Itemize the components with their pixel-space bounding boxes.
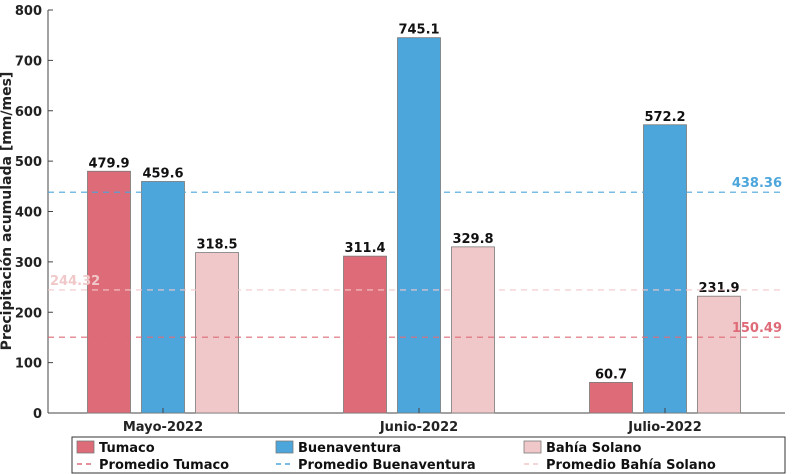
- bar-value-label: 479.9: [88, 156, 129, 171]
- bar-bah-a-solano-3: [697, 295, 741, 414]
- average-label: 150.49: [732, 321, 782, 336]
- bar-tumaco-3: [589, 382, 633, 414]
- legend-label: Promedio Buenaventura: [298, 458, 476, 473]
- bar-value-label: 318.5: [196, 238, 237, 253]
- bar-value-label: 572.2: [644, 110, 685, 125]
- y-axis-label: Precipitación acumulada [mm/mes]: [0, 72, 15, 351]
- bar-bah-a-solano-1: [195, 252, 239, 414]
- bar-tumaco-1: [87, 170, 131, 414]
- legend-label: Tumaco: [99, 441, 155, 456]
- bar-value-label: 311.4: [344, 241, 385, 256]
- bar-value-label: 745.1: [398, 23, 439, 38]
- bar-buenaventura-2: [397, 37, 441, 414]
- legend-label: Buenaventura: [298, 441, 401, 456]
- y-tick-label: 100: [15, 357, 42, 372]
- legend-box: [71, 436, 786, 474]
- y-tick-label: 500: [15, 155, 42, 170]
- legend-swatch: [523, 440, 542, 454]
- y-tick-label: 600: [15, 105, 42, 120]
- y-tick-label: 800: [15, 4, 42, 19]
- bar-value-label: 459.6: [142, 166, 183, 181]
- y-tick-label: 400: [15, 206, 42, 221]
- bar-buenaventura-1: [141, 181, 185, 414]
- y-tick-label: 700: [15, 54, 42, 69]
- legend-swatch: [275, 440, 294, 454]
- y-tick-label: 300: [15, 256, 42, 271]
- bar-value-label: 329.8: [452, 232, 493, 247]
- bar-tumaco-2: [343, 255, 387, 414]
- bar-buenaventura-3: [643, 124, 687, 414]
- average-label: 438.36: [732, 176, 782, 191]
- x-tick-label: Mayo-2022: [123, 420, 203, 435]
- x-tick-label: Junio-2022: [379, 420, 458, 435]
- x-tick-label: Julio-2022: [627, 420, 702, 435]
- legend-label: Promedio Tumaco: [99, 458, 229, 473]
- bar-value-label: 231.9: [698, 281, 739, 296]
- legend-label: Promedio Bahía Solano: [546, 458, 716, 473]
- legend: Tumaco Buenaventura Bahía Solano Promedio T…: [71, 436, 786, 474]
- plot-area: 0 100 200 300 400 500 600 700 800 479.9 311.4 60.7 4…: [15, 4, 785, 435]
- bar-bah-a-solano-2: [451, 246, 495, 414]
- bar-value-label: 60.7: [595, 367, 627, 382]
- y-tick-label: 0: [33, 407, 42, 422]
- average-label: 244.32: [50, 274, 100, 289]
- y-tick-label: 200: [15, 306, 42, 321]
- legend-swatch: [76, 440, 95, 454]
- legend-label: Bahía Solano: [546, 441, 641, 456]
